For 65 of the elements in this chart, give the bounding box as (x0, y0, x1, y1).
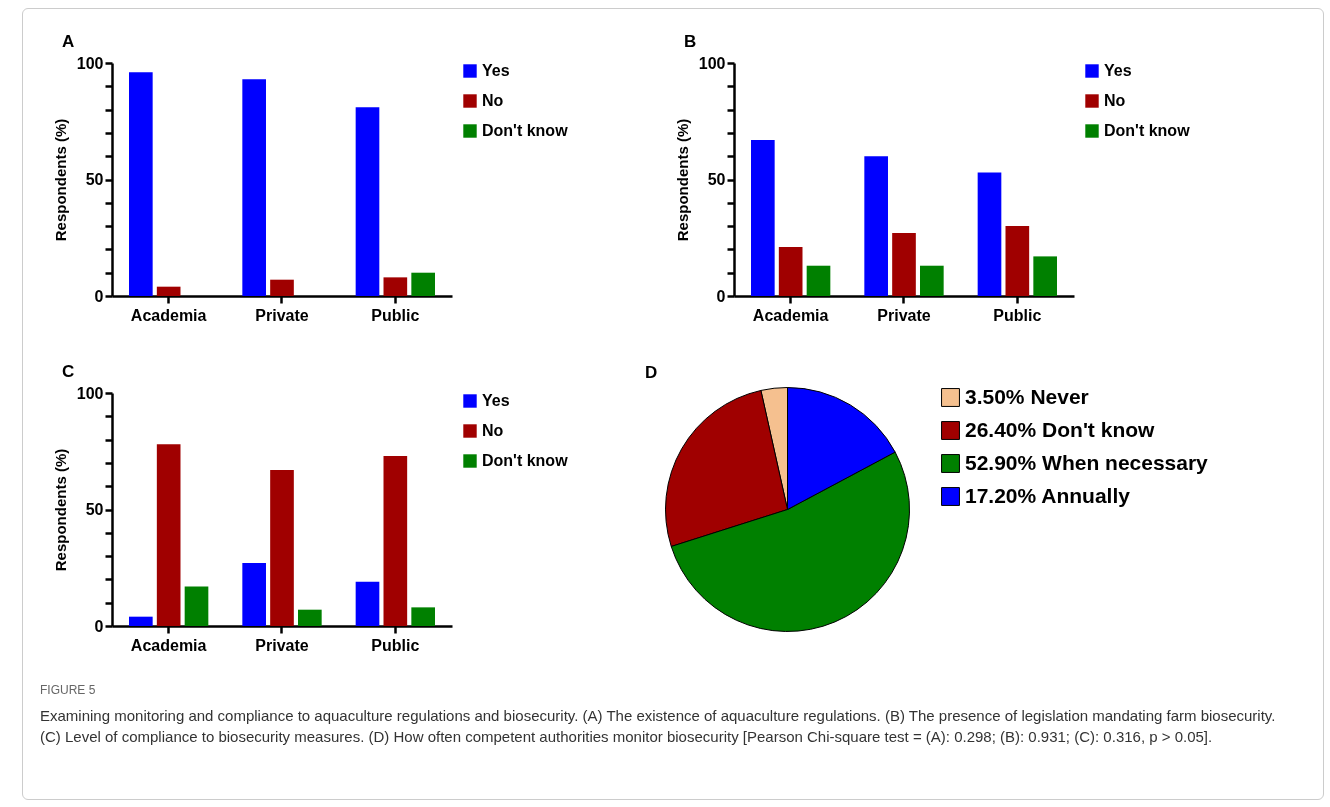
y-tick-label: 0 (94, 287, 104, 305)
legend-label: 17.20% Annually (965, 483, 1131, 507)
legend-label: Don't know (482, 122, 569, 139)
legend-label: No (482, 92, 504, 109)
bar (1033, 256, 1057, 296)
bar (411, 272, 435, 296)
bar (977, 172, 1002, 296)
x-tick-label: Public (371, 306, 420, 324)
bar (383, 277, 408, 296)
legend-label: Don't know (482, 452, 569, 469)
bar (1005, 226, 1030, 296)
bar (864, 156, 888, 296)
bar (129, 616, 153, 626)
caption: FIGURE 5 (40, 682, 97, 699)
legend-label: Yes (482, 392, 510, 409)
bar (892, 233, 916, 296)
text: Examining monitoring and compliance to aquaculture regulations and biosecurity. (A) The existence of aquaculture regulations. (B) The presence of legislation mandating farm biosecurity. (C) Level of compliance to biosecurity measures. (D) How often competent authorities monitor biosecurity [Pearson Chi-square test = (A): 0.298; (B): 0.931; (C): 0.316, p > 0.05]. (40, 706, 1277, 747)
x-tick-label: Private (255, 306, 309, 324)
bar (806, 265, 831, 296)
legend-label: No (1104, 92, 1126, 109)
y-tick-label: 100 (76, 384, 104, 402)
bar (751, 139, 775, 296)
chart-title: B (684, 32, 697, 51)
legend-label: No (482, 422, 504, 439)
x-tick-label: Public (993, 306, 1042, 324)
bar (778, 247, 803, 296)
x-tick-label: Private (255, 636, 309, 654)
legend-label: 26.40% Don't know (965, 417, 1156, 441)
y-tick-label: 0 (716, 287, 726, 305)
y-tick-label: 50 (85, 171, 104, 188)
bar (184, 586, 209, 626)
bar (298, 609, 322, 626)
legend-label: Don't know (1104, 122, 1191, 139)
bar (156, 444, 181, 626)
x-tick-label: Academia (752, 306, 829, 324)
y-axis-title: Respondents (%) (51, 448, 69, 572)
y-axis-title: Respondents (%) (51, 118, 69, 242)
bar (920, 265, 944, 296)
bar (270, 279, 294, 296)
y-tick-label: 50 (85, 501, 104, 518)
x-tick-label: Academia (130, 306, 207, 324)
bar (129, 72, 153, 296)
legend-label: 3.50% Never (965, 384, 1089, 408)
bar (156, 286, 181, 296)
y-tick-label: 100 (76, 54, 104, 72)
bar (411, 607, 435, 626)
bar (383, 455, 408, 626)
bar (242, 79, 266, 296)
legend-label: Yes (1104, 62, 1132, 79)
bar (355, 581, 380, 626)
legend-label: 52.90% When necessary (965, 450, 1209, 474)
chart-title: D (645, 362, 658, 382)
bar (270, 469, 294, 626)
x-tick-label: Public (371, 636, 420, 654)
bar (242, 563, 266, 626)
y-tick-label: 50 (707, 171, 726, 188)
x-tick-label: Private (877, 306, 931, 324)
x-tick-label: Academia (130, 636, 207, 654)
y-tick-label: 0 (94, 617, 104, 635)
bar (355, 107, 380, 296)
chart-title: A (62, 32, 75, 51)
chart-title: C (62, 362, 75, 381)
y-tick-label: 100 (698, 54, 726, 72)
y-axis-title: Respondents (%) (673, 118, 691, 242)
legend-label: Yes (482, 62, 510, 79)
